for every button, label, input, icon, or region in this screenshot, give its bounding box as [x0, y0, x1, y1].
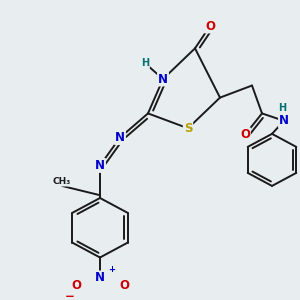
Text: O: O	[71, 279, 81, 292]
Text: −: −	[65, 290, 75, 300]
Text: O: O	[205, 20, 215, 32]
Text: N: N	[95, 272, 105, 284]
Text: H: H	[278, 103, 286, 113]
Text: O: O	[240, 128, 250, 141]
Text: O: O	[119, 279, 129, 292]
Text: H: H	[141, 58, 149, 68]
Text: N: N	[279, 114, 289, 127]
Text: N: N	[115, 131, 125, 144]
Text: +: +	[109, 265, 116, 274]
Text: S: S	[184, 122, 192, 135]
Text: CH₃: CH₃	[53, 177, 71, 186]
Text: N: N	[95, 159, 105, 172]
Text: N: N	[158, 73, 168, 85]
